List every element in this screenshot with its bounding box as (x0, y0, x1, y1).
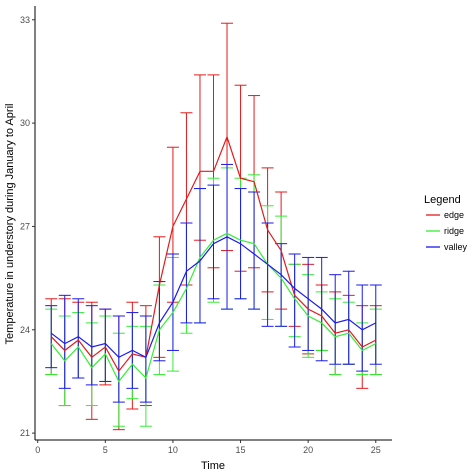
error-bar (207, 184, 220, 300)
error-bar (193, 188, 206, 324)
legend-item-valley: valley (426, 242, 468, 252)
series-line-ridge (50, 232, 377, 383)
error-bar (329, 274, 342, 365)
legend-item-edge: edge (426, 210, 464, 220)
error-bar (85, 305, 98, 386)
legend-title: Legend (424, 194, 461, 206)
error-bar (302, 256, 315, 351)
legend-label-ridge: ridge (444, 226, 464, 236)
x-tick-label: 25 (371, 445, 381, 455)
error-bar (288, 253, 301, 348)
y-tick-label: 27 (20, 221, 30, 231)
x-tick-label: 10 (168, 445, 178, 455)
legend-label-edge: edge (444, 210, 464, 220)
error-bar (261, 222, 274, 327)
error-bar (153, 281, 166, 362)
series-line-edge (50, 135, 377, 373)
x-tick-label: 15 (236, 445, 246, 455)
error-bar (369, 284, 382, 365)
y-tick-label: 24 (20, 325, 30, 335)
y-tick-label: 33 (20, 15, 30, 25)
y-tick-label: 21 (20, 428, 30, 438)
y-tick-label: 30 (20, 118, 30, 128)
x-tick-label: 5 (103, 445, 108, 455)
legend-label-valley: valley (444, 242, 468, 252)
legend: Legend edge ridge valley (424, 194, 468, 252)
error-bar (99, 308, 112, 382)
error-bar (139, 315, 152, 403)
error-bar (180, 222, 193, 324)
x-tick-label: 20 (303, 445, 313, 455)
error-bar (45, 305, 58, 369)
x-tick-label: 0 (35, 445, 40, 455)
ticks-layer: 0 5 10 15 20 25 21 24 27 30 33 (20, 15, 381, 455)
error-bar (356, 284, 369, 372)
error-bar (342, 270, 355, 365)
series-valley (45, 163, 382, 403)
axes-layer (34, 6, 392, 441)
series-line-valley (50, 236, 377, 359)
legend-item-ridge: ridge (426, 226, 464, 236)
y-axis-title: Temperature in understory during January… (4, 104, 16, 345)
series-layer (45, 22, 382, 431)
error-bar (58, 294, 71, 389)
error-bar (248, 191, 261, 310)
error-bar (72, 298, 85, 379)
x-axis-title: Time (201, 460, 225, 472)
legend-items: edge ridge valley (426, 210, 468, 252)
error-bar (112, 315, 125, 403)
